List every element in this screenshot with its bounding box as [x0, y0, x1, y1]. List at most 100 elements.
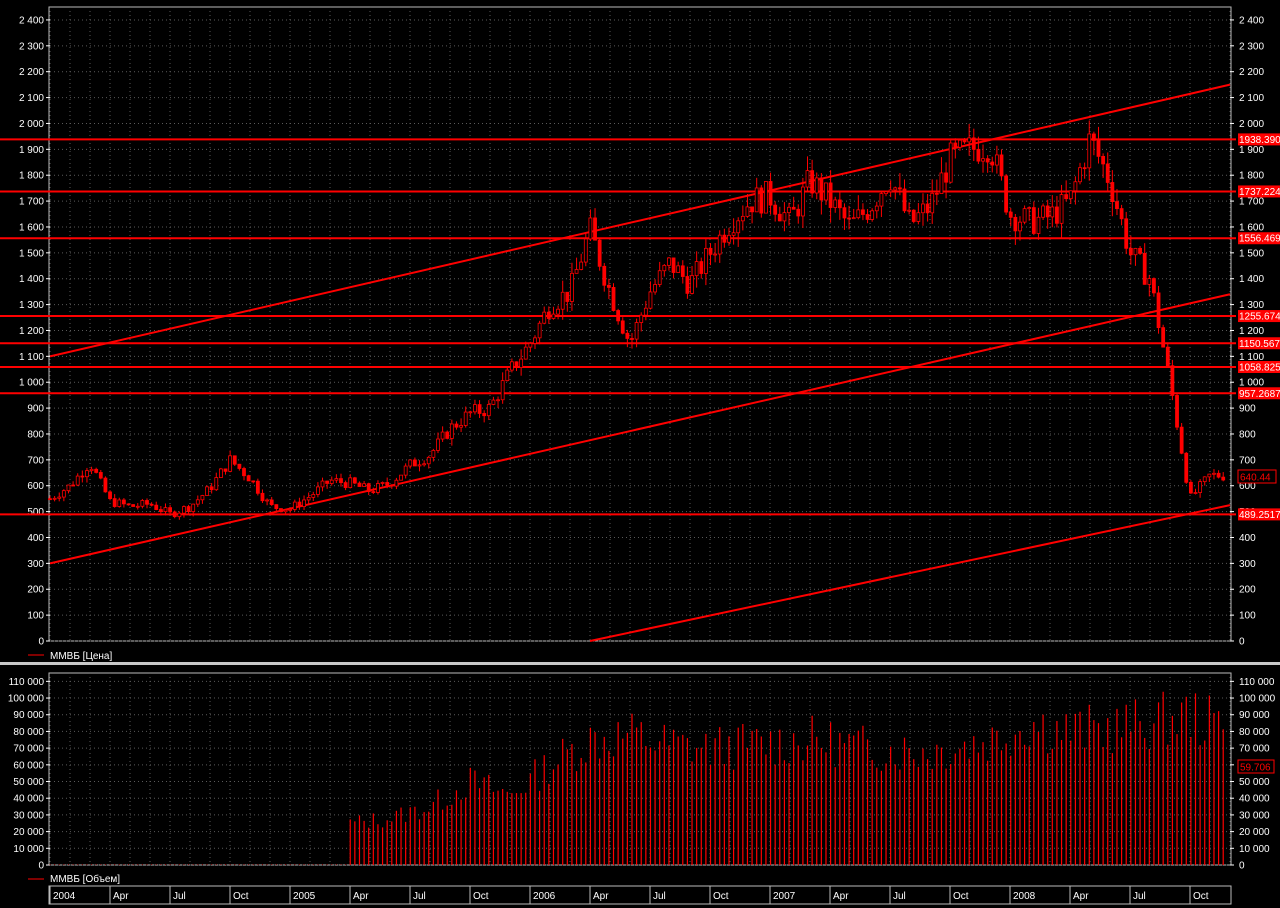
trend-line[interactable]	[49, 293, 1231, 565]
volume-plot-frame	[48, 672, 1232, 866]
volume-panel[interactable]: 0 10 000 20 000 30 000 40 000 50 000 60 000 70 …	[8, 672, 1276, 872]
candle-body	[251, 480, 256, 483]
candle-body	[842, 207, 847, 219]
candle-body	[486, 404, 491, 417]
candle-body	[339, 478, 343, 484]
candle-body	[1096, 139, 1101, 157]
price-tick-label-right: 400	[1239, 533, 1256, 544]
candle-body	[847, 217, 851, 220]
price-tick-label-right: 2 300	[1239, 41, 1264, 52]
candle-body	[260, 492, 265, 502]
candle-body	[1175, 395, 1179, 428]
candle-body	[1221, 476, 1226, 481]
candle-body	[500, 380, 505, 401]
current-volume-box	[1237, 759, 1275, 774]
candle-body	[745, 206, 750, 217]
candle-body	[1073, 181, 1078, 192]
candle-body	[560, 291, 565, 310]
price-horizontal-levels[interactable]	[0, 138, 1236, 516]
volume-tick-label-left: 0	[38, 861, 44, 872]
candle-body	[246, 475, 251, 482]
candle-body	[934, 192, 939, 195]
time-axis-ticks: 2004 Apr Jul Oct 2005 Apr Jul Oct 2006 Apr Jul Oct 2…	[49, 886, 1209, 904]
candle-body	[315, 486, 320, 495]
candle-body	[653, 284, 657, 293]
time-tick-label: 2004	[53, 891, 76, 902]
candle-body	[639, 314, 644, 323]
price-tick-label-right: 1 600	[1239, 222, 1264, 233]
price-tick-label-right: 1 800	[1239, 171, 1264, 182]
candle-body	[851, 217, 856, 220]
candle-body	[1022, 208, 1027, 223]
price-panel[interactable]: 0 100 200 300 400 500 600 700 800 900 1 000 1 100 1 …	[0, 6, 1280, 648]
candle-body	[154, 504, 159, 510]
panel-separator[interactable]	[0, 662, 1280, 665]
candle-body	[925, 203, 930, 214]
candle-body	[205, 486, 209, 496]
current-price-badge: 640.44	[1237, 469, 1277, 484]
candle-body	[403, 465, 408, 476]
trend-line[interactable]	[49, 83, 1231, 358]
candle-body	[385, 482, 390, 486]
candle-body	[703, 247, 708, 274]
horizontal-level-badge	[1238, 133, 1280, 146]
candle-body	[1101, 155, 1106, 165]
candle-body	[861, 209, 865, 215]
candle-body	[999, 154, 1004, 177]
candle-body	[66, 484, 71, 492]
candle-body	[602, 265, 607, 286]
time-tick-label: Jul	[413, 891, 426, 902]
price-tick-label-right: 200	[1239, 585, 1256, 596]
time-tick-label: Oct	[713, 891, 729, 902]
candle-body	[1128, 247, 1133, 256]
candle-body	[694, 261, 699, 277]
candle-body	[191, 503, 196, 513]
candle-body	[1198, 481, 1203, 493]
candle-body	[357, 482, 362, 487]
candle-body	[1156, 292, 1161, 329]
price-tick-label-left: 800	[27, 429, 44, 440]
candle-body	[667, 257, 671, 266]
candle-body	[1115, 201, 1119, 209]
price-tick-label-left: 1 200	[19, 326, 44, 337]
trend-line[interactable]	[589, 504, 1231, 642]
price-trend-lines[interactable]	[49, 83, 1231, 642]
price-tick-label-right: 2 000	[1239, 119, 1264, 130]
horizontal-level-badge	[1238, 387, 1280, 400]
time-tick-label: Oct	[473, 891, 489, 902]
volume-grid	[49, 673, 1231, 866]
candle-body	[713, 253, 718, 256]
candle-body	[870, 210, 875, 220]
candle-body	[302, 499, 306, 507]
candle-body	[325, 480, 330, 484]
candle-body	[366, 483, 371, 492]
time-tick-label: Apr	[833, 891, 849, 902]
candle-body	[981, 158, 985, 162]
candle-body	[528, 343, 533, 348]
candle-body	[985, 158, 990, 163]
candle-body	[1165, 346, 1170, 367]
candle-body	[1202, 476, 1207, 483]
candle-body	[306, 496, 311, 501]
candle-body	[819, 177, 824, 201]
current-price-label: 640.44	[1240, 473, 1271, 484]
candle-body	[283, 509, 288, 513]
candle-body	[311, 494, 316, 498]
candle-body	[274, 504, 279, 509]
candle-body	[773, 204, 778, 215]
candle-body	[1207, 473, 1212, 478]
candle-body	[61, 490, 66, 498]
time-axis[interactable]: 2004 Apr Jul Oct 2005 Apr Jul Oct 2006 Apr Jul Oct 2…	[48, 885, 1232, 905]
candle-body	[690, 275, 694, 294]
candle-body	[380, 482, 385, 484]
candle-body	[1124, 218, 1129, 249]
candle-body	[865, 214, 870, 220]
candle-body	[103, 477, 108, 493]
horizontal-level-label: 957.2687	[1239, 389, 1280, 400]
candle-body	[371, 491, 376, 493]
candle-body	[874, 205, 879, 212]
candle-body	[805, 170, 810, 188]
candle-body	[1212, 472, 1216, 475]
candle-body	[514, 361, 519, 368]
candle-body	[948, 142, 953, 183]
